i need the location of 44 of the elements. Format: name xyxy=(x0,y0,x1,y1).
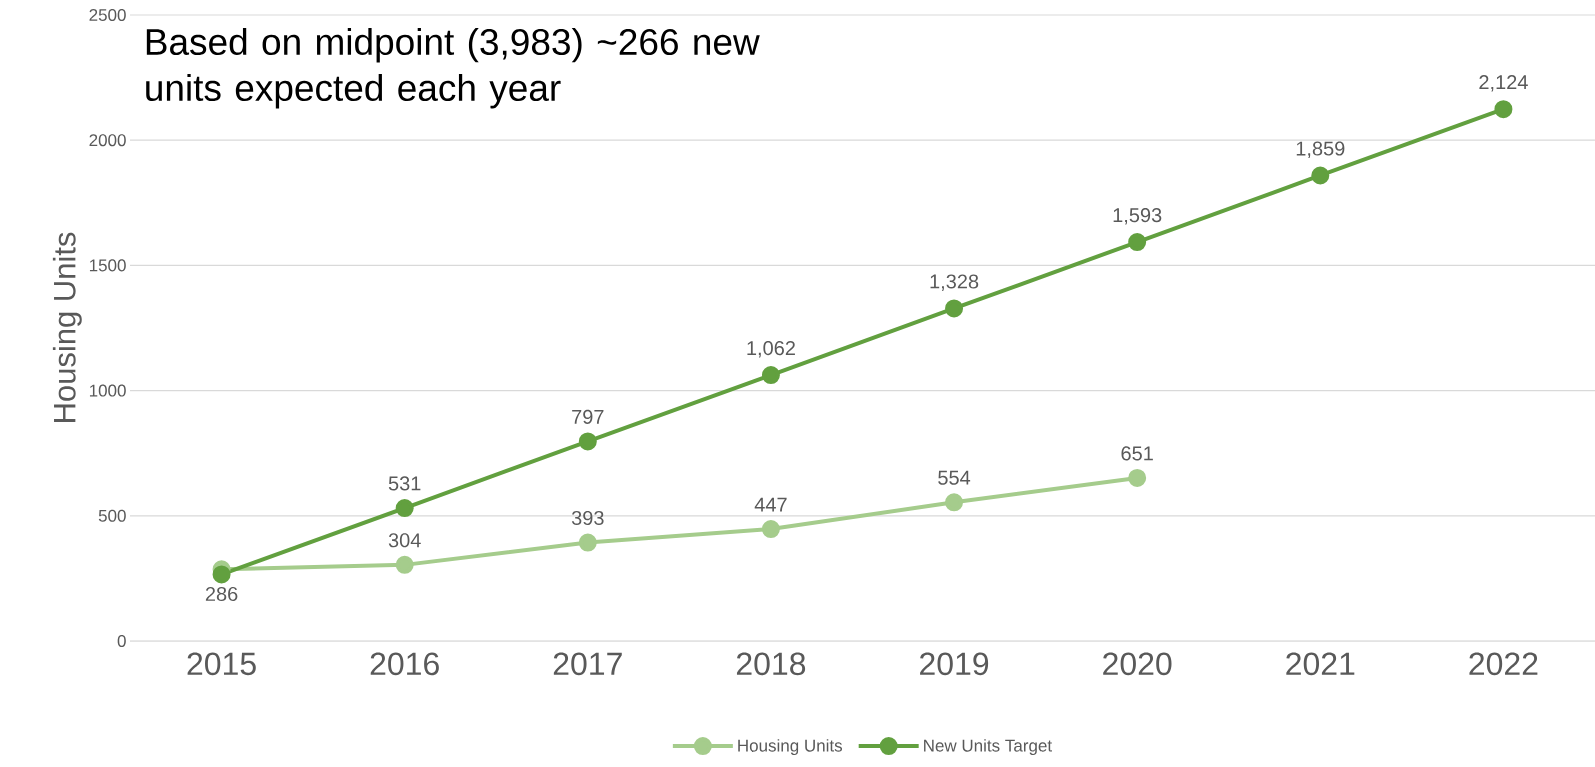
data-label: 1,593 xyxy=(1113,208,1162,225)
data-label: 304 xyxy=(388,533,421,548)
point xyxy=(761,366,780,385)
x-tick-label: 2018 xyxy=(736,652,806,676)
data-label: 2,124 xyxy=(1479,75,1528,92)
data-label: 531 xyxy=(388,476,421,491)
point xyxy=(945,299,964,318)
point xyxy=(212,565,231,584)
point xyxy=(1311,166,1330,185)
data-label: 1,328 xyxy=(930,274,979,291)
point xyxy=(395,555,414,574)
point xyxy=(761,520,780,539)
x-tick-label: 2015 xyxy=(187,652,256,676)
y-tick-label: 2500 xyxy=(89,8,126,22)
data-label: 554 xyxy=(938,470,971,485)
point xyxy=(1494,100,1513,119)
point xyxy=(945,493,964,512)
y-tick-label: 500 xyxy=(98,509,126,522)
annotation: Based on midpoint (3,983) ~266 new units expected each year xyxy=(146,27,760,109)
point xyxy=(395,499,414,518)
data-label: 393 xyxy=(571,510,604,526)
y-tick-label: 2000 xyxy=(89,134,126,147)
point xyxy=(578,533,597,552)
data-label: 447 xyxy=(754,497,787,512)
x-tick-label: 2016 xyxy=(370,652,439,676)
point xyxy=(1128,233,1147,252)
data-label: 1,062 xyxy=(747,341,795,358)
y-axis-title: Housing Units xyxy=(52,232,82,422)
point xyxy=(1128,468,1147,487)
legend-label: New Units Target xyxy=(924,739,1052,756)
x-tick-label: 2022 xyxy=(1469,652,1538,676)
x-tick-label: 2019 xyxy=(920,652,989,676)
data-label: 1,859 xyxy=(1296,141,1345,158)
x-tick-label: 2017 xyxy=(553,652,622,676)
y-tick-label: 1500 xyxy=(89,259,126,272)
data-label: 797 xyxy=(572,409,604,424)
x-tick-label: 2021 xyxy=(1286,652,1355,676)
y-tick-label: 1000 xyxy=(89,384,126,397)
data-label: 651 xyxy=(1121,446,1153,461)
legend-label: Housing Units xyxy=(738,739,843,756)
y-tick-label: 0 xyxy=(117,634,126,648)
x-tick-label: 2020 xyxy=(1103,652,1172,676)
point xyxy=(578,432,597,451)
data-label: 286 xyxy=(205,586,238,602)
